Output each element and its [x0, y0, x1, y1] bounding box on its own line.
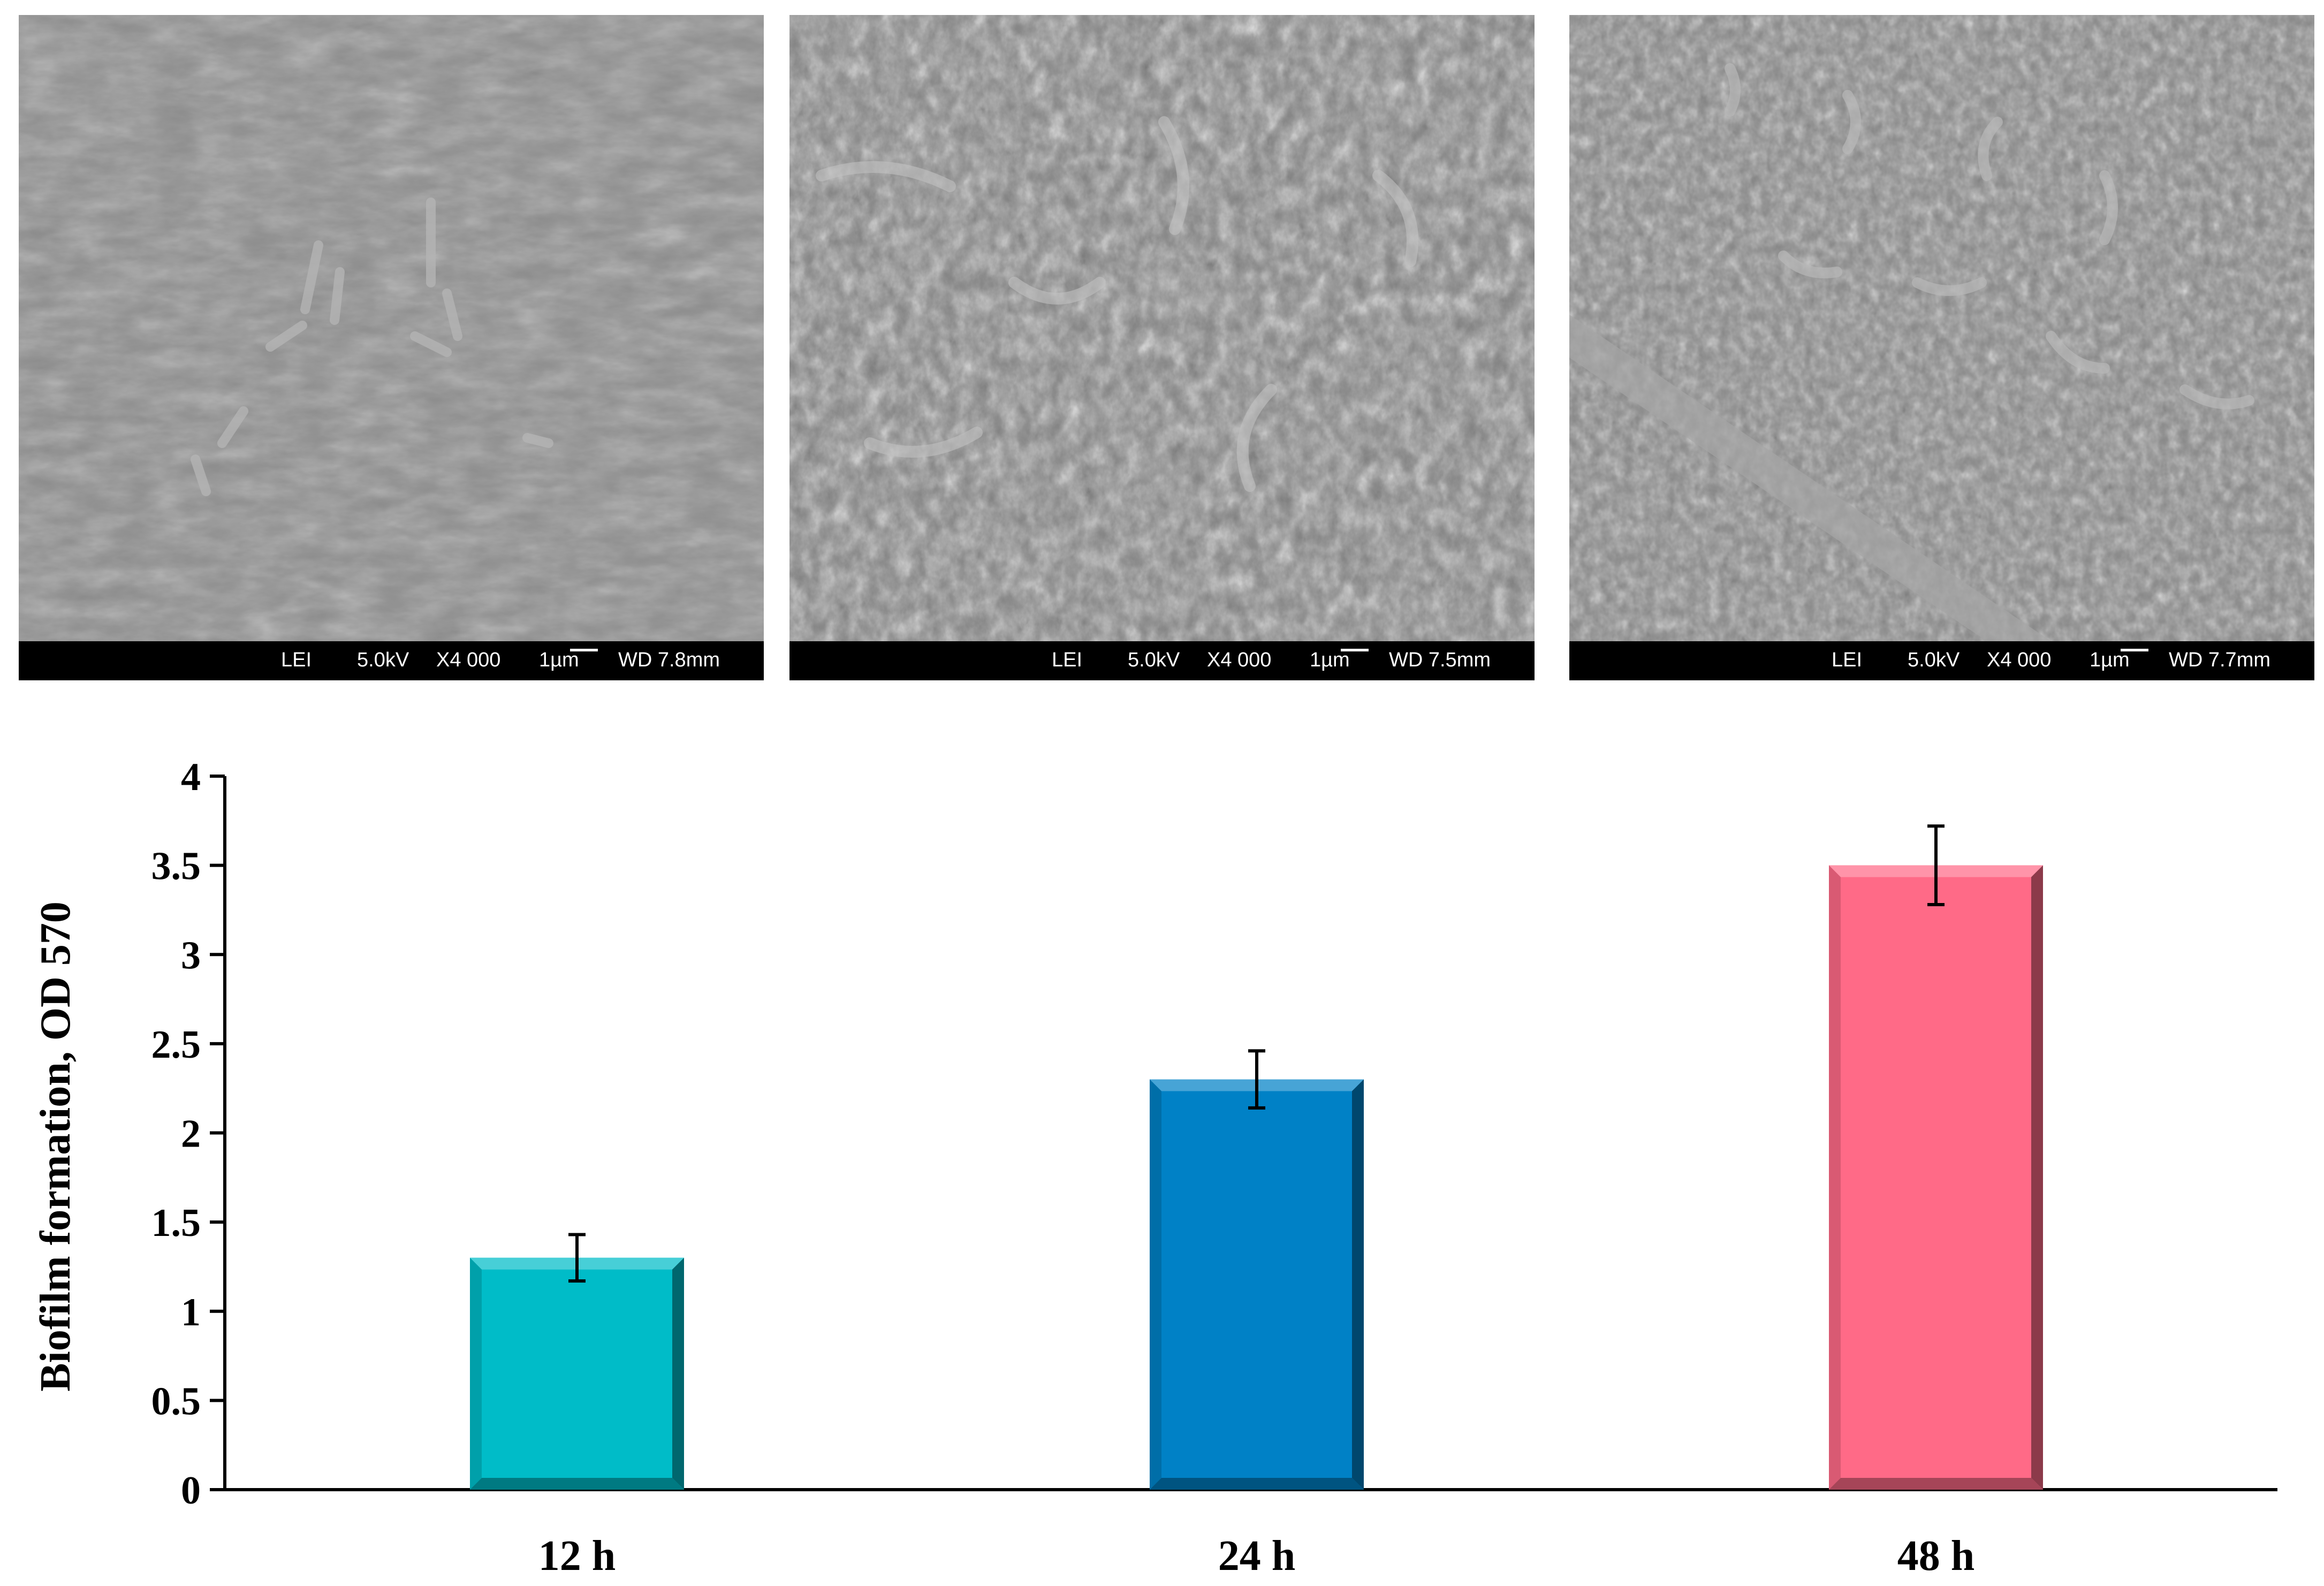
sem-magnification: X4 000 [436, 649, 501, 671]
sem-voltage: 5.0kV [1128, 649, 1180, 671]
scale-bar [1341, 649, 1369, 651]
y-tick-label: 0 [181, 1469, 201, 1513]
sem-working-distance: WD 7.8mm [618, 649, 720, 671]
sem-voltage: 5.0kV [1908, 649, 1960, 671]
sem-magnification: X4 000 [1987, 649, 2052, 671]
sem-scale-label: 1µm [2090, 649, 2130, 671]
sem-info-bar: LEI 5.0kV X4 000 1µm WD 7.5mm [789, 641, 1535, 680]
y-tick-label: 1.5 [151, 1201, 201, 1245]
y-tick-label: 4 [181, 755, 201, 799]
sem-mode: LEI [1052, 649, 1083, 671]
bar [470, 1257, 684, 1490]
sem-scale-label: 1µm [1310, 649, 1350, 671]
sem-image-12h: LEI 5.0kV X4 000 1µm WD 7.8mm [19, 15, 764, 680]
sem-image-48h: LEI 5.0kV X4 000 1µm WD 7.7mm [1569, 15, 2314, 680]
y-tick-label: 3 [181, 934, 201, 977]
bar [1829, 865, 2043, 1490]
sem-texture [789, 15, 1535, 641]
y-tick-label: 2 [181, 1112, 201, 1156]
bar-bevel-left [1829, 865, 1841, 1490]
bar-bevel-left [470, 1257, 482, 1490]
scale-bar [2121, 649, 2148, 651]
sem-texture [1569, 15, 2314, 641]
bar-bevel-right [2031, 865, 2043, 1490]
sem-info-bar: LEI 5.0kV X4 000 1µm WD 7.7mm [1569, 641, 2314, 680]
sem-texture [19, 15, 764, 641]
sem-magnification: X4 000 [1207, 649, 1272, 671]
y-tick-label: 1 [181, 1291, 201, 1334]
sem-working-distance: WD 7.5mm [1389, 649, 1491, 671]
bar-bevel-left [1150, 1079, 1161, 1490]
bar-bevel-bottom [1829, 1478, 2043, 1490]
sem-working-distance: WD 7.7mm [2169, 649, 2270, 671]
bar [1150, 1079, 1364, 1490]
x-tick-label: 48 h [1897, 1532, 1975, 1580]
sem-mode: LEI [281, 649, 312, 671]
chart-bars [470, 824, 2043, 1490]
scale-bar [570, 649, 598, 651]
x-tick-label: 12 h [538, 1532, 616, 1580]
biofilm-bar-chart: Biofilm formation, OD 570 0 0.5 1 1.5 2 2.5 3 3… [32, 755, 2277, 1580]
y-axis-label: Biofilm formation, OD 570 [32, 901, 79, 1391]
bar-bevel-right [1352, 1079, 1364, 1490]
y-tick-label: 2.5 [151, 1023, 201, 1067]
y-tick-label: 0.5 [151, 1379, 201, 1423]
sem-info-bar: LEI 5.0kV X4 000 1µm WD 7.8mm [19, 641, 764, 680]
sem-scale-label: 1µm [539, 649, 579, 671]
bar-bevel-bottom [470, 1478, 684, 1490]
sem-image-24h: LEI 5.0kV X4 000 1µm WD 7.5mm [789, 15, 1535, 680]
y-tick-label: 3.5 [151, 845, 201, 889]
bar-bevel-right [672, 1257, 684, 1490]
x-tick-label: 24 h [1218, 1532, 1296, 1580]
bar-bevel-bottom [1150, 1478, 1364, 1490]
sem-voltage: 5.0kV [357, 649, 409, 671]
sem-mode: LEI [1832, 649, 1863, 671]
